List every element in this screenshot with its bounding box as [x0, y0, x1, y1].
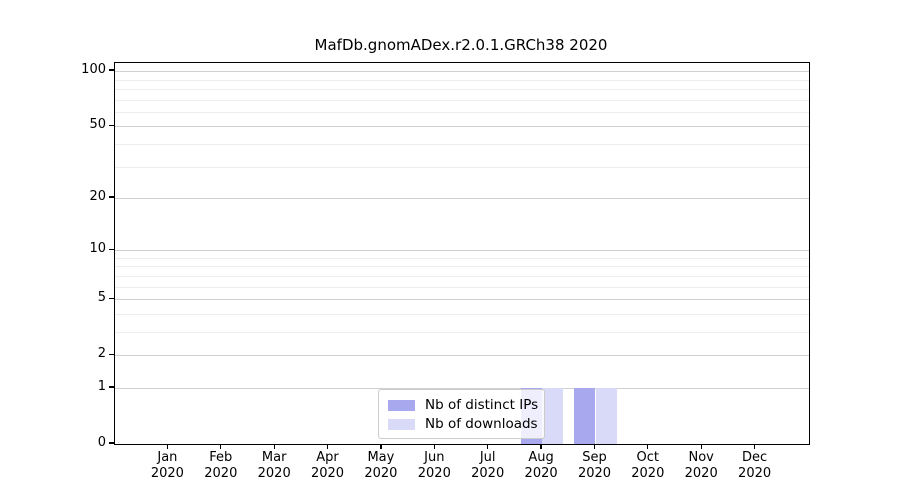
- x-tick-label: Oct 2020: [616, 450, 680, 481]
- y-tick-mark: [109, 297, 114, 299]
- y-tick-mark: [109, 69, 114, 71]
- x-tick-year: 2020: [150, 465, 184, 481]
- y-tick-mark: [109, 386, 114, 388]
- x-tick-label: Dec 2020: [723, 450, 787, 481]
- x-tick-month: Nov: [688, 450, 714, 465]
- y-tick-mark: [109, 248, 114, 250]
- y-tick-mark: [109, 353, 114, 355]
- x-tick-year: 2020: [631, 465, 665, 481]
- gridline-major: [115, 299, 809, 301]
- x-tick-mark: [380, 443, 382, 449]
- gridline-minor: [115, 276, 809, 277]
- y-tick-label: 1: [97, 379, 106, 394]
- y-tick-mark: [109, 442, 114, 444]
- gridline-major: [115, 355, 809, 357]
- x-tick-label: Mar 2020: [242, 450, 306, 481]
- x-tick-mark: [326, 443, 329, 449]
- gridline-major: [115, 71, 809, 73]
- x-tick-month: Jan: [157, 450, 178, 465]
- x-tick-month: Apr: [316, 450, 339, 465]
- x-tick-year: 2020: [417, 465, 451, 481]
- legend: Nb of distinct IPs Nb of downloads: [378, 389, 545, 439]
- y-tick-label: 2: [97, 346, 106, 362]
- x-tick-mark: [433, 443, 435, 449]
- bar-nb-of-downloads-sep-2020: [595, 388, 617, 444]
- gridline-major: [115, 126, 809, 128]
- x-tick-mark: [220, 443, 222, 449]
- legend-swatch-icon: [388, 418, 415, 430]
- gridline-minor: [115, 313, 809, 315]
- x-tick-month: Jun: [424, 450, 445, 465]
- bar-nb-of-downloads-aug-2020: [542, 388, 564, 444]
- plot-area: Nb of distinct IPs Nb of downloads: [114, 62, 810, 445]
- x-tick-label: Jan 2020: [135, 450, 199, 481]
- x-tick-label: May 2020: [349, 450, 413, 481]
- x-tick-month: Jul: [479, 450, 496, 465]
- legend-swatch-icon: [388, 399, 415, 411]
- y-tick-label: 100: [81, 62, 106, 78]
- gridline-minor: [115, 111, 809, 113]
- x-tick-year: 2020: [204, 465, 238, 481]
- gridline-major: [115, 250, 809, 252]
- gridline-minor: [115, 79, 809, 81]
- x-tick-month: Oct: [636, 450, 660, 465]
- x-tick-label: Apr 2020: [296, 450, 360, 481]
- legend-row: Nb of downloads: [388, 416, 538, 432]
- x-tick-year: 2020: [471, 465, 505, 481]
- chart-title: MafDb.gnomADex.r2.0.1.GRCh38 2020: [314, 36, 608, 54]
- gridline-minor: [115, 99, 809, 101]
- x-tick-year: 2020: [738, 465, 772, 481]
- x-tick-label: Sep 2020: [563, 450, 627, 481]
- x-tick-label: Jul 2020: [456, 450, 520, 481]
- x-tick-label: Jun 2020: [402, 450, 466, 481]
- gridline-minor: [115, 266, 809, 268]
- y-tick-label: 5: [97, 290, 106, 306]
- x-tick-mark: [540, 443, 542, 449]
- gridline-minor: [115, 143, 809, 145]
- x-tick-year: 2020: [364, 465, 398, 481]
- x-tick-year: 2020: [684, 465, 718, 481]
- gridline-minor: [115, 166, 809, 168]
- gridline-minor: [115, 88, 809, 90]
- x-tick-mark: [647, 443, 649, 449]
- x-tick-mark: [273, 443, 275, 449]
- x-tick-label: Aug 2020: [509, 450, 573, 481]
- bar-nb-of-distinct-ips-sep-2020: [574, 388, 596, 444]
- x-tick-mark: [700, 443, 702, 449]
- legend-row: Nb of distinct IPs: [388, 397, 539, 413]
- y-tick-label: 20: [89, 189, 106, 204]
- x-tick-year: 2020: [577, 465, 612, 481]
- gridline-major: [115, 198, 809, 199]
- x-tick-label: Feb 2020: [189, 450, 253, 481]
- x-tick-year: 2020: [257, 465, 291, 481]
- x-tick-mark: [166, 443, 169, 449]
- x-tick-month: Dec: [742, 450, 768, 465]
- y-tick-label: 50: [89, 117, 106, 133]
- gridline-minor: [115, 257, 809, 259]
- legend-label: Nb of downloads: [425, 416, 538, 432]
- x-tick-month: Mar: [261, 450, 287, 465]
- x-tick-mark: [593, 443, 596, 449]
- gridline-minor: [115, 286, 809, 288]
- legend-label: Nb of distinct IPs: [425, 397, 539, 413]
- x-tick-year: 2020: [524, 465, 558, 481]
- gridline-major: [115, 388, 809, 389]
- x-tick-month: Aug: [528, 450, 554, 465]
- x-tick-label: Nov 2020: [669, 450, 733, 481]
- y-tick-mark: [109, 124, 114, 126]
- x-tick-mark: [753, 443, 756, 449]
- x-tick-year: 2020: [310, 465, 345, 481]
- y-tick-mark: [109, 196, 114, 198]
- gridline-minor: [115, 332, 809, 333]
- x-tick-month: Feb: [209, 450, 233, 465]
- x-tick-month: Sep: [582, 450, 607, 465]
- y-tick-label: 10: [89, 241, 106, 257]
- y-tick-label: 0: [97, 435, 106, 450]
- x-tick-month: May: [367, 450, 395, 465]
- x-tick-mark: [487, 443, 489, 449]
